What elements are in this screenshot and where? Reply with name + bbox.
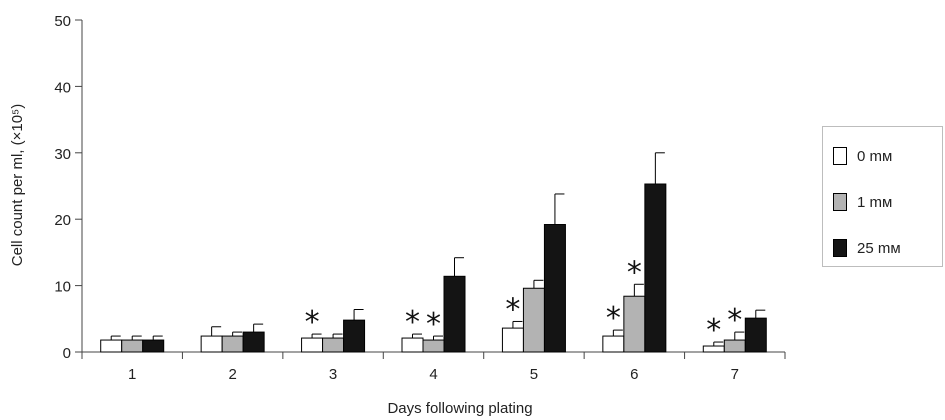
significance-star-day6-s0: * [606, 301, 621, 336]
x-tick-label-7: 7 [731, 366, 739, 383]
legend-label-25mm: 25 mм [857, 239, 901, 257]
x-tick-label-4: 4 [429, 366, 437, 383]
bar-day4-s2 [443, 275, 466, 353]
significance-star-day4-s1: * [426, 307, 441, 342]
legend-swatch-25mm [833, 239, 847, 257]
legend-label-1mm: 1 mм [857, 193, 893, 211]
y-tick-label-30: 30 [54, 146, 71, 163]
y-tick-label-20: 20 [54, 212, 71, 229]
y-tick-label-50: 50 [54, 13, 71, 30]
x-tick-label-3: 3 [329, 366, 337, 383]
x-tick-label-5: 5 [530, 366, 538, 383]
legend: 0 mм 1 mм 25 mм [822, 126, 943, 267]
bar-day4-s0 [401, 337, 424, 353]
bar-day2-s0 [200, 335, 223, 353]
legend-label-0mm: 0 mм [857, 147, 893, 165]
significance-star-day7-s1: * [727, 303, 742, 338]
significance-star-day6-s1: * [627, 255, 642, 290]
x-tick-label-2: 2 [228, 366, 236, 383]
x-axis: 1 2 3 4 5 6 7 [81, 351, 786, 383]
x-tick-label-1: 1 [128, 366, 136, 383]
legend-item-1mm: 1 mм [833, 193, 892, 211]
bar-day7-s2 [744, 317, 767, 353]
legend-swatch-1mm [833, 193, 847, 211]
bar-day3-s2 [343, 319, 366, 353]
bars [100, 152, 767, 353]
legend-item-25mm: 25 mм [833, 239, 901, 257]
significance-star-day3-s0: * [305, 305, 320, 340]
bar-day3-s0 [301, 337, 324, 353]
significance-star-day7-s0: * [706, 313, 721, 348]
significance-markers: * * * * **** [305, 255, 743, 348]
bar-day5-s1 [522, 287, 545, 353]
bar-day3-s1 [322, 337, 345, 353]
y-axis: 0 10 20 30 40 50 [54, 13, 83, 362]
y-axis-label: Cell count per ml, (×10⁵) [9, 104, 26, 267]
bar-day7-s1 [723, 339, 746, 353]
legend-swatch-0mm [833, 147, 847, 165]
bar-day5-s2 [543, 224, 566, 353]
legend-item-0mm: 0 mм [833, 147, 892, 165]
y-tick-label-40: 40 [54, 79, 71, 96]
bar-day1-s1 [121, 339, 144, 353]
significance-star-day4-s0: * [405, 305, 420, 340]
bar-day2-s1 [221, 335, 244, 353]
bar-day1-s0 [100, 339, 123, 353]
bar-day6-s1 [623, 295, 646, 353]
y-tick-label-10: 10 [54, 279, 71, 296]
x-axis-label: Days following plating [387, 400, 532, 417]
significance-star-day5-s0: * [505, 292, 520, 327]
x-tick-label-6: 6 [630, 366, 638, 383]
bar-day1-s2 [142, 339, 165, 353]
bar-day5-s0 [501, 327, 524, 353]
bar-day6-s0 [602, 335, 625, 353]
bar-day2-s2 [242, 331, 265, 353]
bar-day6-s2 [644, 183, 667, 353]
y-tick-label-0: 0 [63, 345, 71, 362]
